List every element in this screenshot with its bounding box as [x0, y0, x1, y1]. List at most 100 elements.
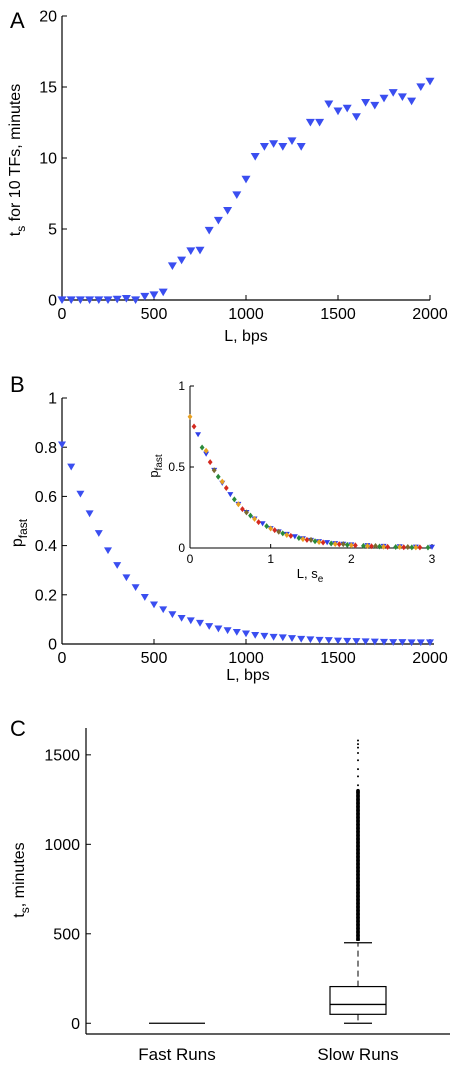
- panel-b-point: [76, 490, 85, 498]
- inset-y-tick-label: 0: [178, 541, 185, 555]
- panel-b-point: [85, 510, 94, 518]
- panel-a-point: [342, 104, 352, 113]
- inset-point: [248, 512, 253, 519]
- inset-point: [203, 447, 209, 454]
- panel-a-point: [269, 140, 279, 148]
- panel-a-point: [186, 247, 196, 256]
- panel-b-point: [361, 638, 370, 646]
- panel-b-point: [416, 639, 425, 647]
- panel-b-y-ticks: 0 0.2 0.4 0.6 0.8 1: [35, 391, 67, 654]
- inset-point: [336, 541, 342, 548]
- panel-b-point: [315, 636, 324, 644]
- box-outlier: [357, 784, 359, 787]
- panel-a-y-tick-label: 15: [39, 80, 57, 97]
- panel-b-point: [223, 627, 232, 635]
- panel-b-point: [407, 639, 416, 647]
- inset-point: [272, 527, 278, 534]
- inset-x-tick-label: 2: [348, 552, 355, 566]
- inset-point: [425, 544, 431, 551]
- panel-b-x-tick-label: 1000: [228, 650, 264, 667]
- box-outlier: [357, 739, 359, 742]
- panel-b-x-ticks: 0 500 1000 1500 2000: [58, 639, 448, 667]
- panel-b-point: [398, 639, 407, 646]
- panel-b-point: [58, 441, 66, 449]
- panel-b-points: [58, 441, 434, 647]
- panel-b-point: [343, 637, 352, 645]
- panel-a-y-tick-label: 20: [39, 9, 57, 26]
- panel-a-x-ticks: 0 500 1000 1500 2000: [58, 295, 448, 323]
- panel-a-y-tick-label: 10: [39, 151, 57, 168]
- panel-a-point: [140, 292, 150, 301]
- panel-b-point: [269, 633, 278, 641]
- panel-c-y-tick-label: 500: [53, 926, 80, 943]
- inset-point: [409, 544, 415, 551]
- inset-point: [252, 515, 257, 522]
- panel-c-x-label: Fast Runs: [138, 1045, 215, 1064]
- panel-c-boxes: [149, 739, 387, 1024]
- panel-a-point: [315, 118, 325, 127]
- panel-a-point: [305, 118, 315, 127]
- panel-a-point: [223, 206, 233, 215]
- inset-y-label-main: p: [146, 470, 161, 477]
- panel-b-point: [389, 639, 398, 646]
- panel-a-point: [324, 100, 334, 109]
- panel-a-y-label: ts for 10 TFs, minutes: [7, 84, 28, 236]
- inset-point: [215, 473, 221, 480]
- inset-y-tick-label: 1: [178, 379, 185, 393]
- inset-point: [401, 544, 407, 551]
- inset-point: [227, 492, 234, 498]
- panel-a-point: [416, 83, 426, 92]
- inset-y-ticks: 00.51: [168, 379, 194, 555]
- panel-a-point: [370, 101, 380, 110]
- inset-point: [324, 540, 331, 546]
- inset-point: [332, 540, 338, 547]
- inset-point: [413, 544, 419, 551]
- panel-b-point: [232, 628, 241, 636]
- inset-x-label-main: L, s: [297, 566, 318, 581]
- box-outlier: [357, 752, 359, 755]
- panel-a-point: [361, 99, 371, 107]
- panel-b-point: [334, 637, 342, 645]
- inset-point: [280, 530, 286, 537]
- panel-b-point: [288, 635, 296, 642]
- panel-a-point: [103, 296, 113, 305]
- panel-a-point: [57, 296, 67, 305]
- panel-b-x-tick-label: 500: [141, 650, 168, 667]
- panel-b-y-tick-label: 0: [48, 637, 57, 654]
- panel-b: B 0 0.2 0.4 0.6 0.8 1 0 500 1000 1500 2000 L, bps…: [9, 372, 448, 684]
- panel-a-point: [177, 256, 187, 265]
- panel-c-y-tick-label: 1000: [44, 837, 80, 854]
- panel-a-point: [250, 152, 260, 161]
- panel-a-point: [158, 288, 168, 297]
- box-outlier: [357, 768, 359, 771]
- panel-b-point: [352, 638, 361, 645]
- inset-point: [288, 532, 294, 539]
- inset-point: [405, 544, 411, 551]
- panel-a-point: [213, 216, 223, 225]
- panel-a-x-tick-label: 2000: [412, 306, 448, 323]
- inset-point: [240, 506, 245, 513]
- panel-b-y-label-main: p: [9, 538, 26, 547]
- inset-y-tick-label: 0.5: [168, 460, 185, 474]
- inset-point: [417, 544, 423, 551]
- box-outlier: [357, 759, 359, 762]
- panel-b-point: [278, 634, 287, 642]
- panel-c-x-label: Slow Runs: [317, 1045, 398, 1064]
- panel-a-y-tick-label: 5: [48, 222, 57, 239]
- panel-c: C 0 500 1000 1500 Fast Runs Slow Runs ts, mi…: [10, 716, 450, 1064]
- panel-a-point: [85, 296, 95, 305]
- panel-b-point: [67, 463, 76, 471]
- panel-a-point: [66, 296, 76, 305]
- inset-point: [381, 543, 386, 550]
- panel-b-point: [104, 547, 112, 555]
- panel-b-point: [140, 594, 149, 601]
- inset-point: [365, 543, 370, 550]
- box-outlier: [357, 775, 359, 778]
- inset-point: [231, 496, 237, 503]
- panel-a-y-label-main: t: [7, 231, 24, 236]
- inset-point: [256, 519, 261, 526]
- panel-b-x-label: L, bps: [226, 667, 270, 684]
- inset-point: [211, 467, 217, 474]
- inset-point: [352, 542, 358, 549]
- panel-a-point: [121, 294, 131, 303]
